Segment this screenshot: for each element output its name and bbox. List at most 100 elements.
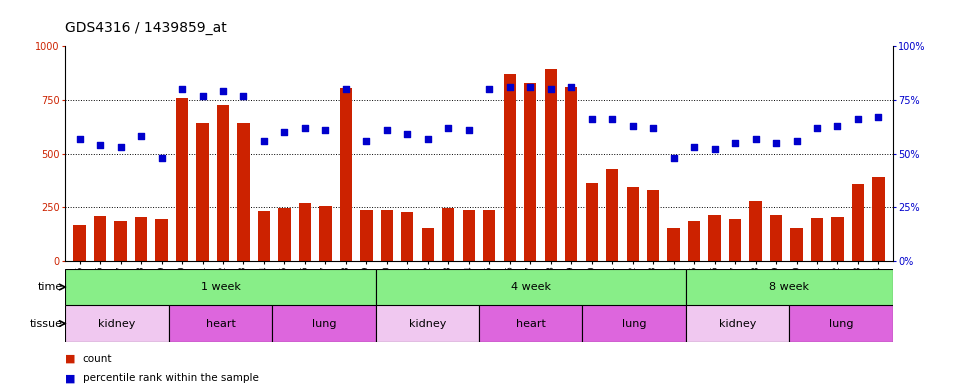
Text: percentile rank within the sample: percentile rank within the sample	[83, 373, 258, 383]
Point	[748, 136, 763, 142]
Bar	[197, 124, 208, 261]
Bar	[790, 228, 803, 261]
Text: lung: lung	[622, 318, 646, 329]
Bar	[647, 190, 660, 261]
Point	[584, 116, 599, 122]
Bar	[421, 228, 434, 261]
Bar	[156, 219, 168, 261]
Point	[113, 144, 129, 150]
Text: time: time	[37, 282, 62, 292]
Bar	[831, 217, 844, 261]
Point	[154, 155, 169, 161]
Bar	[169, 305, 273, 342]
Point	[399, 131, 415, 137]
Text: kidney: kidney	[98, 318, 135, 329]
Point	[318, 127, 333, 133]
Text: ■: ■	[65, 354, 76, 364]
Point	[666, 155, 682, 161]
Bar	[94, 216, 107, 261]
Bar	[627, 187, 638, 261]
Point	[92, 142, 108, 148]
Point	[133, 133, 149, 139]
Text: 8 week: 8 week	[769, 282, 809, 292]
Text: ■: ■	[65, 373, 76, 383]
Bar	[688, 221, 700, 261]
Bar	[504, 74, 516, 261]
Text: lung: lung	[312, 318, 336, 329]
Point	[175, 86, 190, 92]
Bar	[217, 105, 229, 261]
Point	[215, 88, 230, 94]
Text: tissue: tissue	[30, 318, 62, 329]
Point	[379, 127, 395, 133]
Text: GDS4316 / 1439859_at: GDS4316 / 1439859_at	[65, 21, 227, 35]
Bar	[852, 184, 864, 261]
Text: heart: heart	[516, 318, 545, 329]
Bar	[565, 87, 577, 261]
Point	[502, 84, 517, 90]
Text: kidney: kidney	[719, 318, 756, 329]
Text: heart: heart	[205, 318, 235, 329]
Bar	[606, 169, 618, 261]
Bar	[708, 215, 721, 261]
Bar	[299, 203, 311, 261]
Bar	[375, 269, 686, 305]
Bar	[686, 269, 893, 305]
Bar	[811, 218, 823, 261]
Point	[871, 114, 886, 120]
Bar	[463, 210, 475, 261]
Bar	[340, 88, 352, 261]
Point	[728, 140, 743, 146]
Point	[707, 146, 722, 152]
Point	[482, 86, 497, 92]
Bar	[360, 210, 372, 261]
Bar	[278, 209, 291, 261]
Bar	[789, 305, 893, 342]
Point	[522, 84, 538, 90]
Point	[276, 129, 292, 135]
Bar	[114, 221, 127, 261]
Bar	[135, 217, 147, 261]
Point	[195, 93, 210, 99]
Bar	[273, 305, 375, 342]
Point	[72, 136, 87, 142]
Point	[829, 122, 845, 129]
Bar	[375, 305, 479, 342]
Text: lung: lung	[828, 318, 853, 329]
Point	[625, 122, 640, 129]
Bar	[237, 124, 250, 261]
Point	[809, 125, 825, 131]
Bar	[258, 210, 270, 261]
Point	[461, 127, 476, 133]
Bar	[667, 228, 680, 261]
Bar	[524, 83, 537, 261]
Point	[564, 84, 579, 90]
Point	[420, 136, 436, 142]
Point	[645, 125, 660, 131]
Bar	[176, 98, 188, 261]
Text: 1 week: 1 week	[201, 282, 240, 292]
Bar	[770, 215, 782, 261]
Point	[543, 86, 559, 92]
Point	[789, 137, 804, 144]
Bar	[401, 212, 414, 261]
Point	[441, 125, 456, 131]
Text: 4 week: 4 week	[511, 282, 551, 292]
Bar	[583, 305, 686, 342]
Bar	[443, 209, 454, 261]
Point	[605, 116, 620, 122]
Bar	[483, 210, 495, 261]
Bar	[873, 177, 884, 261]
Point	[298, 125, 313, 131]
Point	[686, 144, 702, 150]
Bar	[65, 305, 169, 342]
Bar	[750, 201, 761, 261]
Text: count: count	[83, 354, 112, 364]
Point	[768, 140, 783, 146]
Bar	[381, 210, 393, 261]
Bar	[544, 69, 557, 261]
Point	[338, 86, 353, 92]
Point	[256, 137, 272, 144]
Bar	[686, 305, 789, 342]
Point	[236, 93, 252, 99]
